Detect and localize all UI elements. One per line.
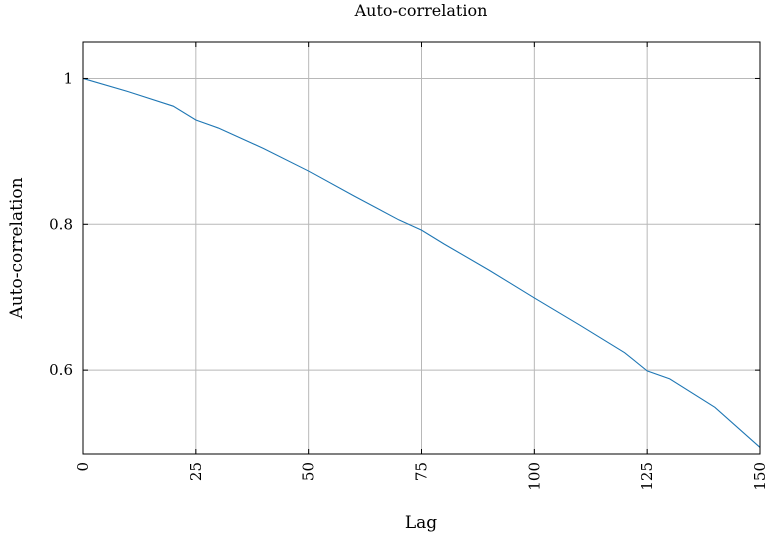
chart-title: Auto-correlation xyxy=(354,1,488,20)
x-tick-label: 25 xyxy=(187,462,205,481)
autocorrelation-line xyxy=(82,77,761,448)
x-tick-label: 0 xyxy=(74,462,92,472)
gridlines xyxy=(82,42,761,454)
x-axis-title: Lag xyxy=(405,513,437,533)
x-tick-label: 50 xyxy=(300,462,318,481)
y-axis-title: Auto-correlation xyxy=(7,177,27,319)
y-tick-label: 0.8 xyxy=(49,215,73,233)
x-tick-label: 75 xyxy=(413,462,431,481)
axis-ticks: 0 25 50 75 100 125 150 0.6 0.8 1 xyxy=(49,42,766,491)
x-tick-label: 125 xyxy=(638,462,656,491)
y-tick-label: 0.6 xyxy=(49,361,73,379)
y-tick-label: 1 xyxy=(63,69,73,87)
x-tick-label: 150 xyxy=(751,462,766,491)
x-tick-label: 100 xyxy=(525,462,543,491)
series-layer xyxy=(82,77,761,448)
